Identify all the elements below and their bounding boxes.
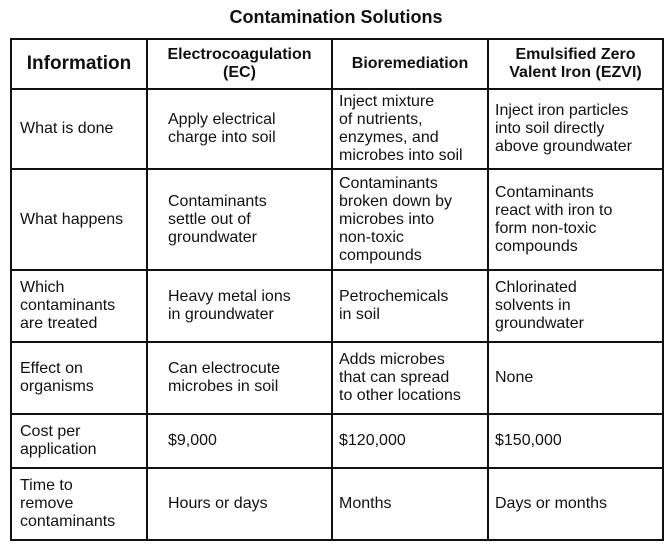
table-row: What happens Contaminants settle out of … xyxy=(10,168,664,271)
cell-ezvi: Chlorinated solvents in groundwater xyxy=(487,269,664,343)
cell-ec: Apply electrical charge into soil xyxy=(146,88,333,170)
header-electrocoagulation: Electrocoagulation (EC) xyxy=(146,38,333,90)
cell-ec: Hours or days xyxy=(146,467,333,541)
table-row: Effect on organisms Can electrocute micr… xyxy=(10,341,664,415)
table-row: Cost per application $9,000 $120,000 $15… xyxy=(10,413,664,469)
header-bioremediation: Bioremediation xyxy=(331,38,489,90)
cell-ezvi: $150,000 xyxy=(487,413,664,469)
cell-bioremediation: Adds microbes that can spread to other l… xyxy=(331,341,489,415)
table-row: What is done Apply electrical charge int… xyxy=(10,88,664,170)
cell-bioremediation: Petrochemicals in soil xyxy=(331,269,489,343)
cell-ezvi: Contaminants react with iron to form non… xyxy=(487,168,664,271)
row-label: Which contaminants are treated xyxy=(10,269,148,343)
row-label: Cost per application xyxy=(10,413,148,469)
cell-ec: Heavy metal ions in groundwater xyxy=(146,269,333,343)
cell-ezvi: None xyxy=(487,341,664,415)
cell-ec: Contaminants settle out of groundwater xyxy=(146,168,333,271)
table-row: Time to remove contaminants Hours or day… xyxy=(10,467,664,541)
header-information: Information xyxy=(10,38,148,90)
cell-ec: Can electrocute microbes in soil xyxy=(146,341,333,415)
table-row: Which contaminants are treated Heavy met… xyxy=(10,269,664,343)
cell-bioremediation: Months xyxy=(331,467,489,541)
cell-bioremediation: Contaminants broken down by microbes int… xyxy=(331,168,489,271)
page-title: Contamination Solutions xyxy=(229,7,443,27)
row-label: What happens xyxy=(10,168,148,271)
cell-ezvi: Days or months xyxy=(487,467,664,541)
cell-ec: $9,000 xyxy=(146,413,333,469)
row-label: Time to remove contaminants xyxy=(10,467,148,541)
row-label: Effect on organisms xyxy=(10,341,148,415)
cell-bioremediation: $120,000 xyxy=(331,413,489,469)
cell-bioremediation: Inject mixture of nutrients, enzymes, an… xyxy=(331,88,489,170)
cell-ezvi: Inject iron particles into soil directly… xyxy=(487,88,664,170)
row-label: What is done xyxy=(10,88,148,170)
header-ezvi: Emulsified Zero Valent Iron (EZVI) xyxy=(487,38,664,90)
header-row: Information Electrocoagulation (EC) Bior… xyxy=(10,38,664,90)
comparison-table: Information Electrocoagulation (EC) Bior… xyxy=(10,38,664,541)
